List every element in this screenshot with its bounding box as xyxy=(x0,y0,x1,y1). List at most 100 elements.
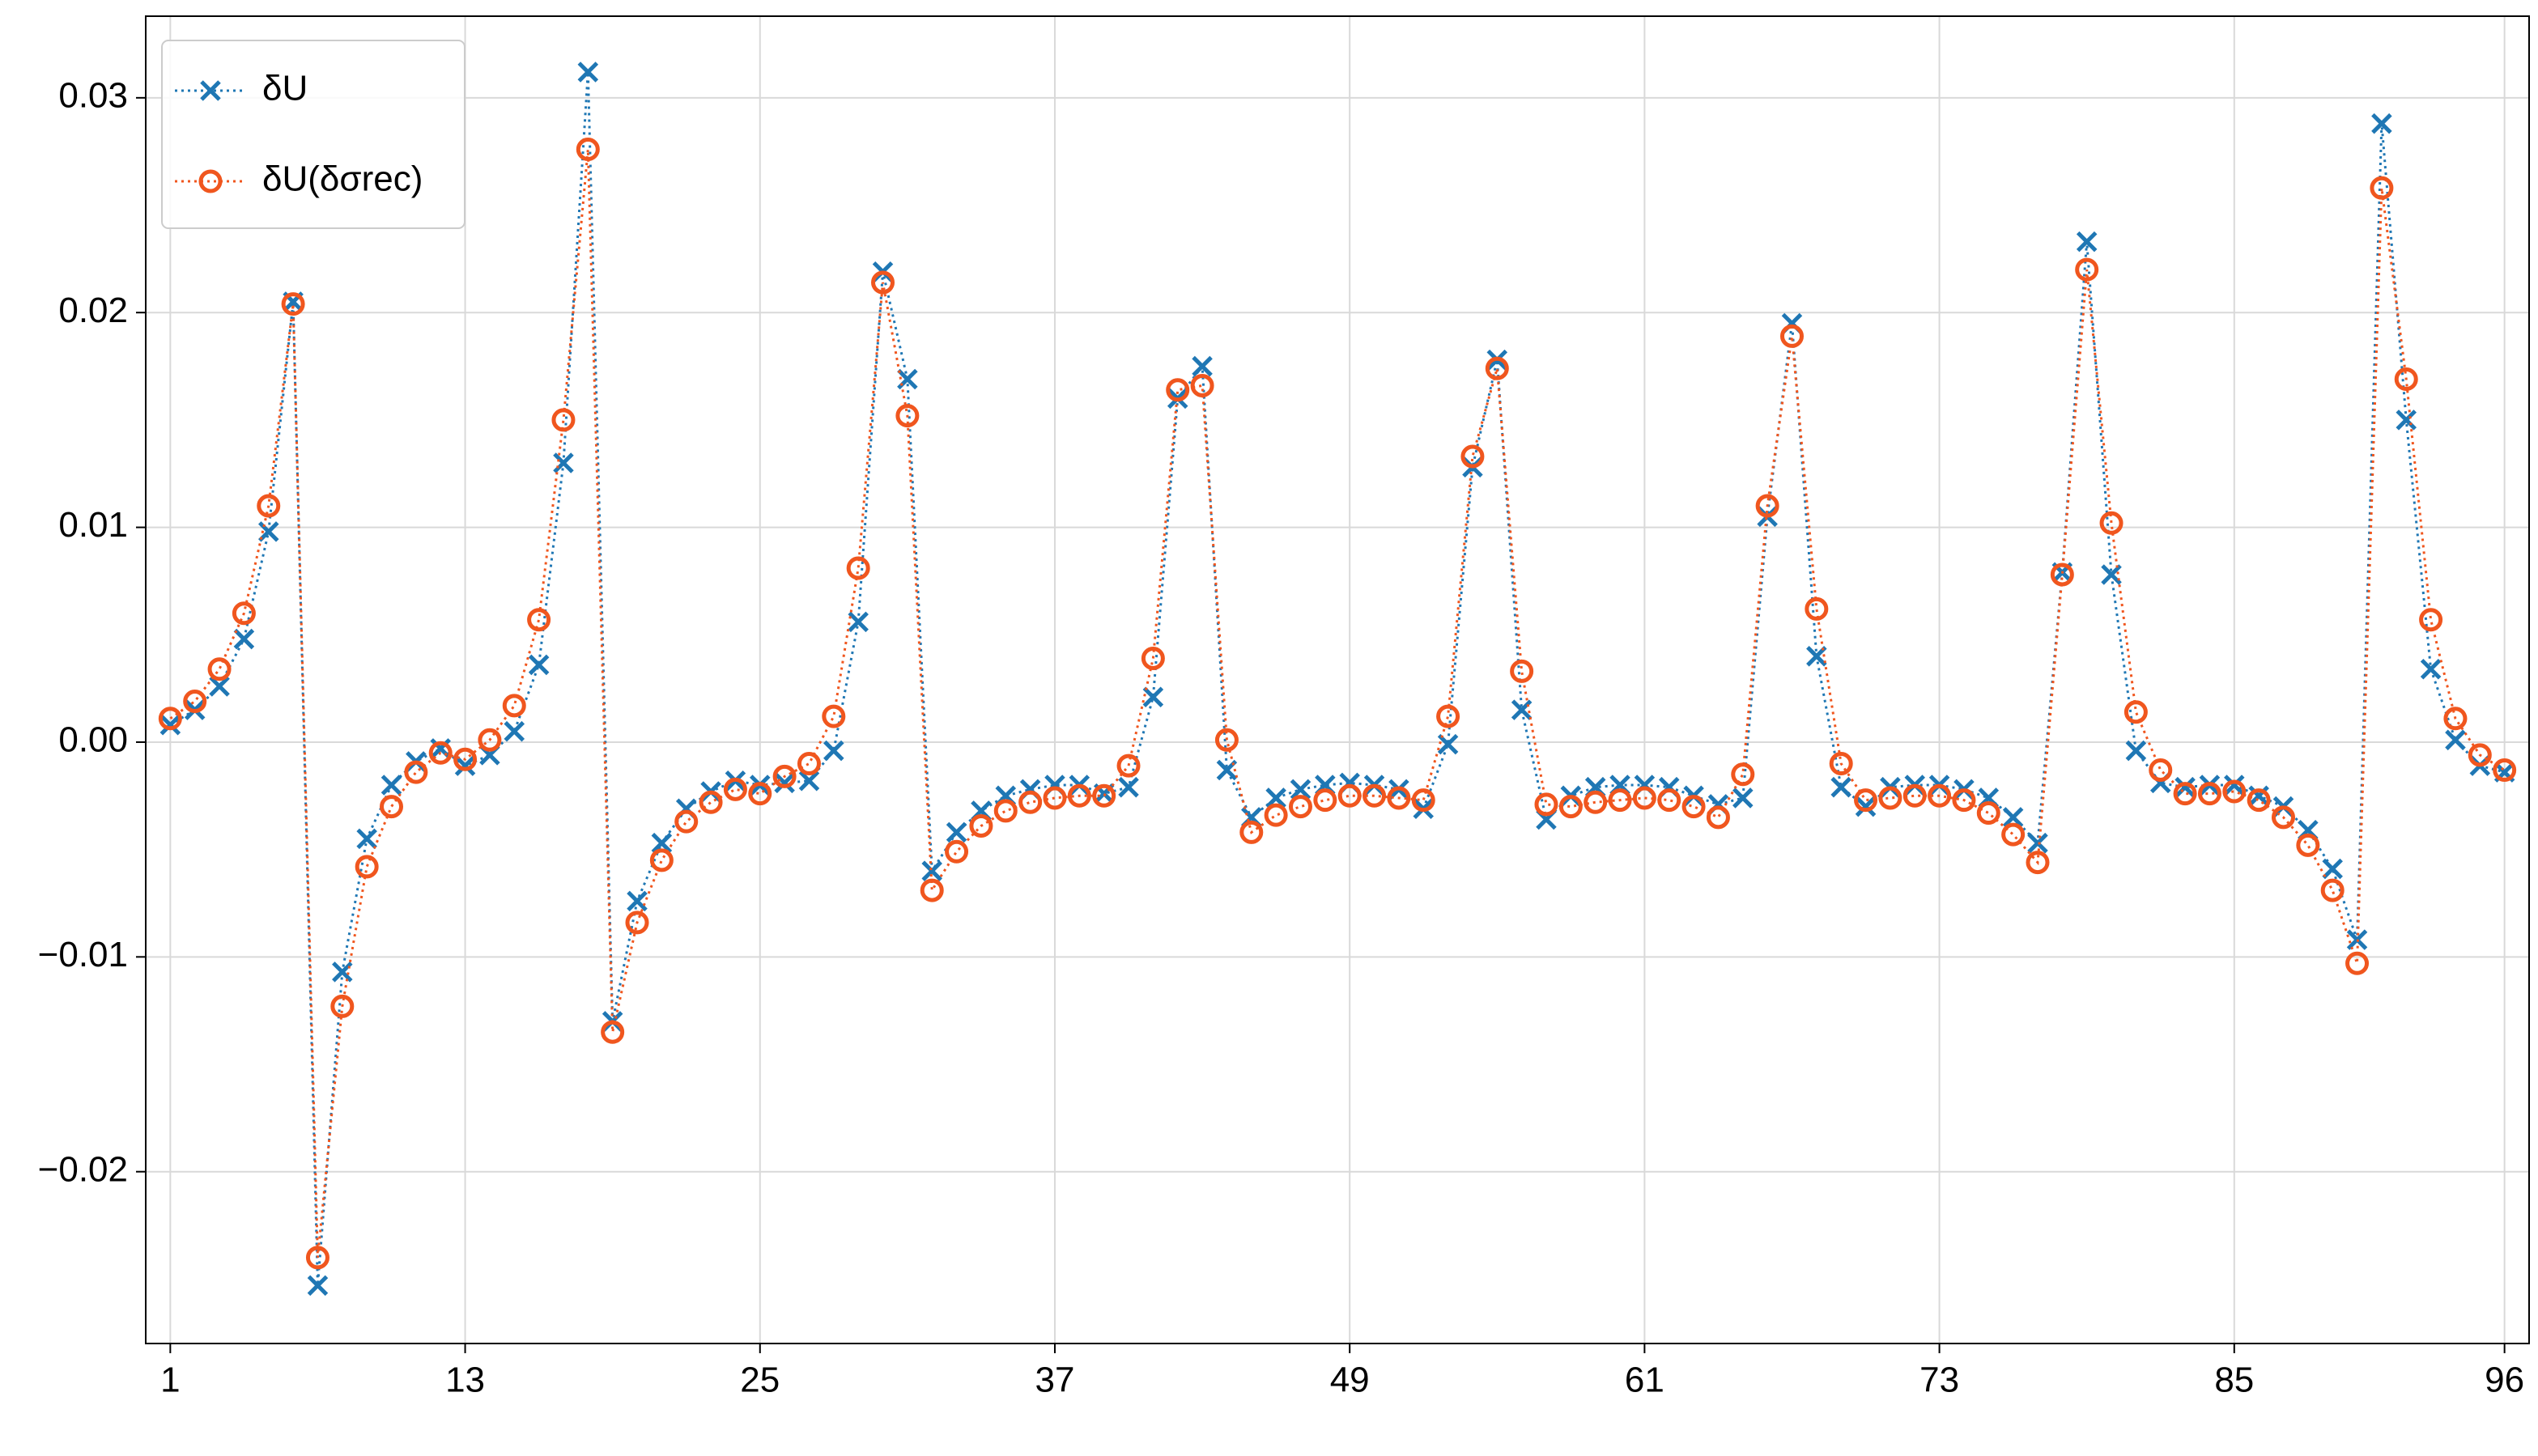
marker-circle xyxy=(772,764,797,788)
marker-x xyxy=(2248,785,2269,807)
marker-x xyxy=(2101,564,2122,585)
marker-circle xyxy=(1363,783,1387,808)
marker-circle xyxy=(1755,494,1779,518)
marker-x xyxy=(209,676,230,697)
marker-circle xyxy=(428,741,453,765)
marker-circle xyxy=(1411,788,1435,813)
marker-circle xyxy=(1092,783,1116,808)
x-tick-label: 85 xyxy=(2214,1360,2254,1400)
marker-x xyxy=(2445,729,2466,751)
marker-circle xyxy=(822,704,846,728)
marker-circle xyxy=(2370,176,2394,200)
marker-x xyxy=(1265,787,1286,809)
marker-x xyxy=(2175,776,2196,798)
x-tick-label: 37 xyxy=(1035,1360,1074,1400)
legend-label: δU xyxy=(262,69,308,108)
marker-x xyxy=(2076,231,2098,253)
marker-x xyxy=(1732,787,1754,809)
marker-circle xyxy=(183,690,207,714)
marker-circle xyxy=(601,1020,625,1044)
marker-circle xyxy=(797,751,821,775)
y-tick-label: 0.01 xyxy=(58,505,128,545)
marker-circle xyxy=(1436,704,1460,728)
marker-x xyxy=(1855,796,1877,817)
marker-x xyxy=(356,828,377,850)
marker-circle xyxy=(920,878,944,902)
marker-circle xyxy=(232,601,256,626)
marker-x xyxy=(1192,355,1213,377)
marker-circle xyxy=(2320,878,2345,902)
marker-x xyxy=(577,62,599,83)
marker-x xyxy=(1437,733,1459,755)
marker-circle xyxy=(257,494,281,518)
marker-x xyxy=(823,740,844,762)
marker-x xyxy=(651,832,673,854)
marker-x xyxy=(1290,779,1312,800)
marker-circle xyxy=(1313,788,1337,813)
marker-circle xyxy=(281,292,305,316)
marker-circle xyxy=(1387,786,1411,810)
marker-x xyxy=(2002,807,2024,828)
marker-circle xyxy=(674,809,699,834)
marker-circle xyxy=(945,839,969,864)
marker-circle xyxy=(2493,758,2517,782)
marker-circle xyxy=(2468,743,2492,767)
marker-circle xyxy=(1510,659,1534,683)
x-tick-label: 73 xyxy=(1919,1360,1959,1400)
marker-circle xyxy=(895,404,920,428)
marker-circle xyxy=(1829,751,1853,775)
marker-circle xyxy=(1928,783,1952,808)
y-tick-label: −0.02 xyxy=(38,1149,128,1189)
marker-circle xyxy=(2443,707,2468,731)
marker-circle xyxy=(1018,790,1043,814)
marker-circle xyxy=(1067,783,1091,808)
marker-circle xyxy=(478,728,502,752)
marker-circle xyxy=(1190,373,1214,397)
marker-x xyxy=(798,770,820,792)
marker-x xyxy=(528,654,550,676)
marker-x xyxy=(454,755,476,776)
marker-x xyxy=(1830,776,1851,798)
marker-circle xyxy=(2222,779,2247,804)
marker-circle xyxy=(2419,608,2443,632)
marker-x xyxy=(627,890,648,912)
marker-circle xyxy=(723,777,747,801)
marker-circle xyxy=(1485,356,1509,380)
marker-circle xyxy=(1043,786,1067,810)
marker-circle xyxy=(2026,851,2050,875)
marker-circle xyxy=(2394,367,2418,391)
marker-circle xyxy=(625,911,649,935)
marker-circle xyxy=(1976,801,2000,826)
marker-circle xyxy=(1337,783,1362,808)
marker-circle xyxy=(330,994,355,1018)
marker-circle xyxy=(1657,788,1681,813)
marker-circle xyxy=(1584,790,1608,814)
marker-circle xyxy=(404,760,428,784)
marker-x xyxy=(2322,858,2343,880)
marker-circle xyxy=(1854,788,1878,813)
marker-circle xyxy=(1116,753,1141,778)
marker-circle xyxy=(2050,562,2074,587)
marker-circle xyxy=(1214,728,1239,752)
marker-circle xyxy=(2271,805,2295,830)
marker-circle xyxy=(527,608,551,632)
marker-circle xyxy=(305,1246,329,1270)
marker-x xyxy=(946,821,967,843)
marker-circle xyxy=(993,799,1018,823)
x-tick-label: 1 xyxy=(160,1360,180,1400)
marker-x xyxy=(1142,686,1164,707)
marker-circle xyxy=(355,855,379,879)
marker-x xyxy=(2396,410,2417,431)
marker-circle xyxy=(969,813,993,838)
marker-circle xyxy=(649,848,674,872)
y-tick-label: −0.01 xyxy=(38,935,128,974)
marker-circle xyxy=(846,556,870,580)
marker-x xyxy=(2371,112,2392,134)
y-tick-label: 0.03 xyxy=(58,75,128,115)
marker-circle xyxy=(2296,833,2320,857)
x-tick-label: 61 xyxy=(1625,1360,1664,1400)
marker-x xyxy=(2224,775,2245,796)
marker-x xyxy=(307,1275,329,1297)
